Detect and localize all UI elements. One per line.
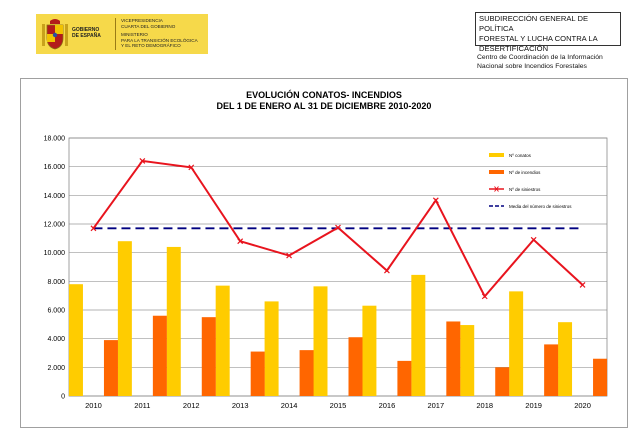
bar-conatos xyxy=(117,241,132,396)
x-tick-label: 2019 xyxy=(525,401,542,410)
y-tick-label: 12.000 xyxy=(44,222,66,229)
y-tick-label: 2.000 xyxy=(47,365,65,372)
y-tick-label: 14.000 xyxy=(44,193,66,200)
siniestros-point xyxy=(383,267,390,274)
plot-area-border xyxy=(68,137,608,397)
bar-conatos xyxy=(411,274,426,396)
y-tick-label: 10.000 xyxy=(44,250,66,257)
bar-incendios xyxy=(397,360,412,396)
chart-frame: EVOLUCIÓN CONATOS- INCENDIOS DEL 1 DE EN… xyxy=(20,78,628,428)
bar-incendios xyxy=(593,358,608,396)
y-tick-label: 6.000 xyxy=(47,308,65,315)
siniestros-point xyxy=(286,252,293,259)
bar-incendios xyxy=(544,344,559,396)
subdireccion-box: SUBDIRECCIÓN GENERAL DE POLÍTICA FORESTA… xyxy=(475,12,621,53)
legend-swatch xyxy=(489,170,504,174)
bar-conatos xyxy=(362,305,377,396)
gobierno-de-espana-label: GOBIERNO DE ESPAÑA xyxy=(72,27,101,39)
y-tick-label: 8.000 xyxy=(47,279,65,286)
ministry-label: VICEPRESIDENCIA CUARTA DEL GOBIERNO MINI… xyxy=(121,18,198,49)
siniestros-point xyxy=(481,293,488,300)
x-tick-label: 2011 xyxy=(134,401,150,410)
x-tick-label: 2013 xyxy=(232,401,249,410)
siniestros-point xyxy=(139,158,146,164)
y-tick-label: 4.000 xyxy=(47,336,65,343)
legend-swatch xyxy=(489,153,504,157)
bar-conatos xyxy=(166,246,181,396)
spain-coat-of-arms-icon xyxy=(42,19,68,50)
legend-label: Media del número de siniestros xyxy=(509,204,572,209)
bar-conatos xyxy=(313,286,328,396)
bar-incendios xyxy=(299,350,314,396)
siniestros-point xyxy=(530,236,537,243)
x-tick-label: 2010 xyxy=(85,401,102,410)
siniestros-point xyxy=(188,164,195,171)
y-tick-label: 16.000 xyxy=(44,164,66,171)
x-tick-label: 2017 xyxy=(427,401,444,410)
legend-label: Nº conatos xyxy=(509,153,532,158)
x-tick-label: 2014 xyxy=(281,401,298,410)
bar-conatos xyxy=(460,325,475,396)
x-tick-label: 2016 xyxy=(379,401,396,410)
siniestros-point xyxy=(432,197,439,204)
bar-incendios xyxy=(152,315,167,396)
legend-marker xyxy=(494,186,499,192)
legend-label: Nº de siniestros xyxy=(509,187,541,192)
x-tick-label: 2012 xyxy=(183,401,200,410)
bar-conatos xyxy=(509,291,524,396)
bar-incendios xyxy=(495,367,510,396)
conatos-incendios-chart: EVOLUCIÓN CONATOS- INCENDIOS DEL 1 DE EN… xyxy=(44,89,608,410)
legend-label: Nº de incendios xyxy=(509,170,541,175)
logo-divider xyxy=(115,18,116,50)
x-tick-label: 2018 xyxy=(476,401,493,410)
bar-incendios xyxy=(446,321,461,396)
siniestros-point xyxy=(237,238,244,245)
siniestros-point xyxy=(90,225,97,232)
x-tick-label: 2015 xyxy=(330,401,347,410)
centro-coordinacion-label: Centro de Coordinación de la Información… xyxy=(477,54,603,70)
y-tick-label: 0 xyxy=(61,394,65,401)
chart-title-line-1: EVOLUCIÓN CONATOS- INCENDIOS xyxy=(246,89,402,100)
siniestros-point xyxy=(335,224,341,231)
bar-conatos xyxy=(68,284,83,396)
government-logo-band: GOBIERNO DE ESPAÑA VICEPRESIDENCIA CUART… xyxy=(36,14,208,54)
x-tick-label: 2020 xyxy=(574,401,591,410)
bar-incendios xyxy=(250,351,265,396)
y-tick-label: 18.000 xyxy=(44,136,66,143)
bar-incendios xyxy=(103,340,118,396)
bar-incendios xyxy=(201,317,216,396)
siniestros-point xyxy=(579,281,586,288)
bar-conatos xyxy=(215,285,230,396)
chart-title-line-2: DEL 1 DE ENERO AL 31 DE DICIEMBRE 2010-2… xyxy=(217,101,432,111)
bar-conatos xyxy=(264,301,279,396)
bar-conatos xyxy=(558,322,573,396)
bar-incendios xyxy=(348,337,363,396)
